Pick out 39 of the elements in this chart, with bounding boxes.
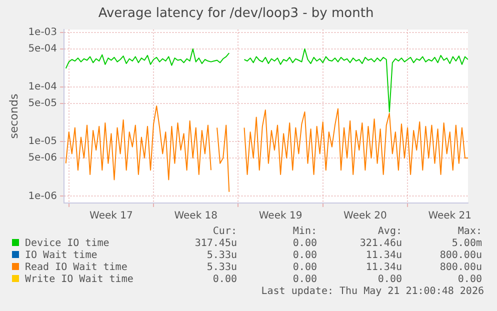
text: 0.00: [376, 274, 402, 286]
chart-title: Average latency for /dev/loop3 - by month: [98, 6, 374, 22]
text: 11.34u: [364, 250, 402, 262]
y-tick-label: 5e-05: [28, 98, 58, 110]
y-tick-label: 1e-05: [28, 136, 58, 148]
text: 11.34u: [364, 262, 402, 274]
text: 800.00u: [438, 262, 482, 274]
y-tick-label: 5e-06: [28, 152, 58, 164]
x-tick-label: Week 21: [428, 210, 472, 222]
legend-label: Read IO Wait time: [24, 262, 128, 274]
text: Avg:: [376, 226, 402, 238]
text: 5.00m: [450, 238, 482, 250]
text: 5.33u: [206, 262, 237, 274]
text: 800.00u: [438, 250, 482, 262]
text: 0.00: [456, 274, 482, 286]
text: 5.33u: [206, 250, 237, 262]
legend-label: Device IO time: [24, 238, 110, 250]
x-tick-label: Week 18: [174, 210, 218, 222]
text: Last update: Thu May 21 21:00:48 2026: [260, 286, 484, 298]
text: 0.00: [292, 274, 317, 286]
text: 0.00: [292, 238, 317, 250]
x-tick-label: Week 17: [90, 210, 133, 222]
y-tick-label: 5e-04: [28, 44, 58, 55]
text: Min:: [292, 226, 317, 238]
text: Cur:: [212, 226, 237, 238]
y-tick-label: 1e-06: [28, 190, 58, 202]
text: 0.00: [292, 262, 317, 274]
y-axis-title: seconds: [7, 94, 20, 139]
legend-label: Write IO Wait time: [24, 274, 134, 286]
text: 317.45u: [194, 238, 237, 250]
text: 321.46u: [358, 238, 402, 250]
text: 0.00: [292, 250, 317, 262]
x-tick-label: Week 19: [258, 210, 302, 222]
legend-label: IO Wait time: [24, 250, 98, 262]
x-tick-label: Week 20: [344, 210, 387, 222]
y-tick-label: 1e-04: [28, 82, 58, 93]
y-tick-label: 1e-03: [28, 27, 58, 38]
text: Max:: [456, 226, 482, 238]
text: 0.00: [212, 274, 237, 286]
